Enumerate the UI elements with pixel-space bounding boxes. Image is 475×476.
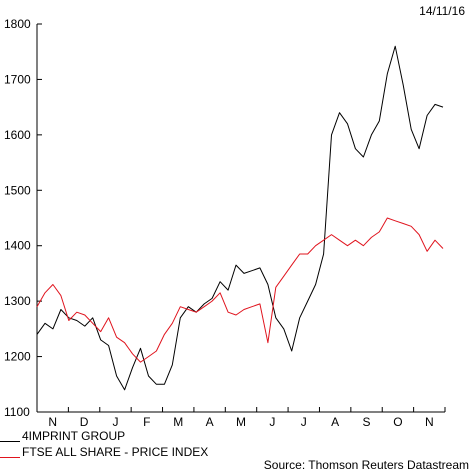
source-note: Source: Thomson Reuters Datastream: [263, 458, 469, 472]
legend: 4IMPRINT GROUP FTSE ALL SHARE - PRICE IN…: [0, 428, 208, 460]
y-tick-label: 1200: [4, 350, 31, 364]
x-tick-label: J: [269, 415, 275, 429]
x-tick-label: A: [206, 415, 214, 429]
x-tick-label: N: [425, 415, 434, 429]
x-tick-label: J: [301, 415, 307, 429]
y-axis: 1100 1200 1300 1400 1500 1600 1700 1800: [4, 17, 42, 419]
x-tick-label: M: [236, 415, 246, 429]
legend-label: 4IMPRINT GROUP: [22, 429, 126, 443]
x-tick-label: M: [173, 415, 183, 429]
x-tick-label: J: [112, 415, 118, 429]
x-tick-label: D: [80, 415, 89, 429]
y-tick-label: 1400: [4, 239, 31, 253]
y-tick-label: 1700: [4, 72, 31, 86]
legend-label: FTSE ALL SHARE - PRICE INDEX: [22, 445, 209, 459]
y-tick-label: 1300: [4, 294, 31, 308]
y-tick-label: 1600: [4, 128, 31, 142]
y-tick-label: 1500: [4, 183, 31, 197]
x-tick-label: N: [48, 415, 57, 429]
x-tick-label: O: [393, 415, 402, 429]
x-tick-label: S: [363, 415, 371, 429]
x-tick-label: A: [331, 415, 339, 429]
legend-item-4imprint: 4IMPRINT GROUP: [0, 428, 208, 444]
x-tick-label: F: [143, 415, 150, 429]
series-line-ftse: [36, 217, 444, 363]
y-tick-label: 1100: [4, 405, 30, 419]
series-line-4imprint: [36, 45, 444, 391]
legend-item-ftse: FTSE ALL SHARE - PRICE INDEX: [0, 444, 208, 460]
series-layer: [36, 45, 444, 391]
date-label: 14/11/16: [419, 4, 465, 18]
y-tick-label: 1800: [4, 17, 31, 31]
legend-swatch-red: [0, 456, 20, 458]
legend-swatch-black: [0, 440, 20, 442]
